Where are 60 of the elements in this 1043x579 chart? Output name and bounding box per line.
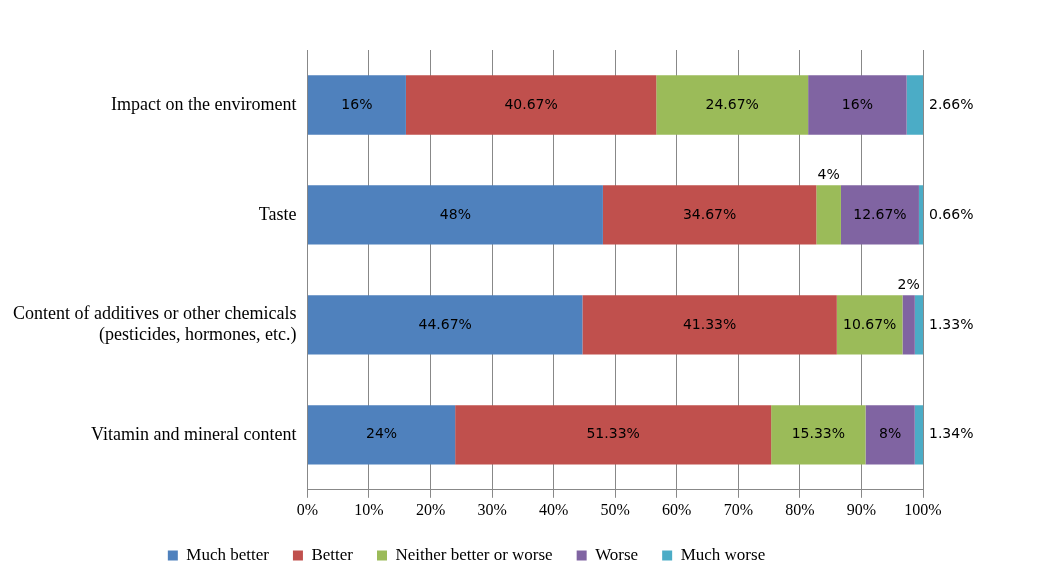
x-tick-label: 50% — [600, 500, 630, 518]
data-label: 8% — [879, 425, 902, 442]
data-label: 16% — [841, 95, 873, 112]
x-tick-label: 40% — [538, 500, 569, 518]
bar — [918, 185, 923, 245]
x-tick-label: 10% — [354, 500, 384, 518]
x-tick-label: 100% — [904, 500, 942, 518]
bar — [582, 295, 837, 355]
data-label: 24% — [365, 425, 398, 442]
x-tick-label: 70% — [723, 500, 753, 518]
data-label: 0.66% — [929, 205, 974, 222]
data-label: 15.33% — [791, 425, 846, 442]
bar — [836, 295, 903, 355]
bar — [914, 295, 923, 355]
bar — [902, 295, 915, 355]
x-tick-label: 80% — [785, 500, 815, 518]
y-tick-label: Vitamin and mineral content — [91, 423, 297, 444]
x-tick-label: 90% — [846, 500, 877, 518]
data-label: 24.67% — [705, 95, 759, 112]
legend-label: Worse — [595, 544, 639, 564]
bar — [840, 185, 919, 245]
data-label: 44.67% — [418, 315, 472, 332]
legend-label: Neither better or worse — [395, 544, 553, 564]
data-label: 16% — [341, 95, 373, 112]
y-tick-label: Taste — [258, 203, 297, 224]
bar — [808, 75, 907, 135]
data-label: 4% — [817, 165, 840, 182]
bar — [405, 75, 657, 135]
bar — [914, 405, 923, 465]
x-tick-label: 30% — [477, 500, 507, 518]
bar — [865, 405, 915, 465]
y-tick-label: Impact on the enviroment — [110, 93, 297, 114]
bar — [771, 405, 866, 465]
legend-label: Better — [311, 544, 354, 564]
data-label: 48% — [439, 205, 471, 222]
bar — [307, 75, 406, 135]
bar — [307, 295, 583, 355]
x-tick-label: 0% — [296, 500, 319, 518]
bar — [656, 75, 809, 135]
data-label: 1.33% — [929, 315, 974, 332]
data-label: 34.67% — [682, 205, 737, 222]
data-label: 51.33% — [586, 425, 640, 442]
data-label: 10.67% — [842, 315, 897, 332]
y-tick-label: Content of additives or other chemicals (pesticides, hormones, etc.) — [13, 302, 297, 346]
bar — [602, 185, 817, 245]
data-label: 2.66% — [929, 95, 974, 112]
bar — [816, 185, 841, 245]
bar — [307, 405, 456, 465]
x-tick-label: 20% — [415, 500, 446, 518]
data-label: 40.67% — [504, 95, 558, 112]
legend-label: Much better — [186, 544, 270, 564]
data-label: 1.34% — [929, 425, 974, 442]
bar — [906, 75, 923, 135]
data-label: 12.67% — [853, 205, 907, 222]
legend-label: Much worse — [680, 544, 766, 564]
bar — [455, 405, 772, 465]
x-tick-label: 60% — [662, 500, 692, 518]
data-label: 41.33% — [682, 315, 737, 332]
bar — [307, 185, 603, 245]
data-label: 2% — [897, 275, 920, 292]
